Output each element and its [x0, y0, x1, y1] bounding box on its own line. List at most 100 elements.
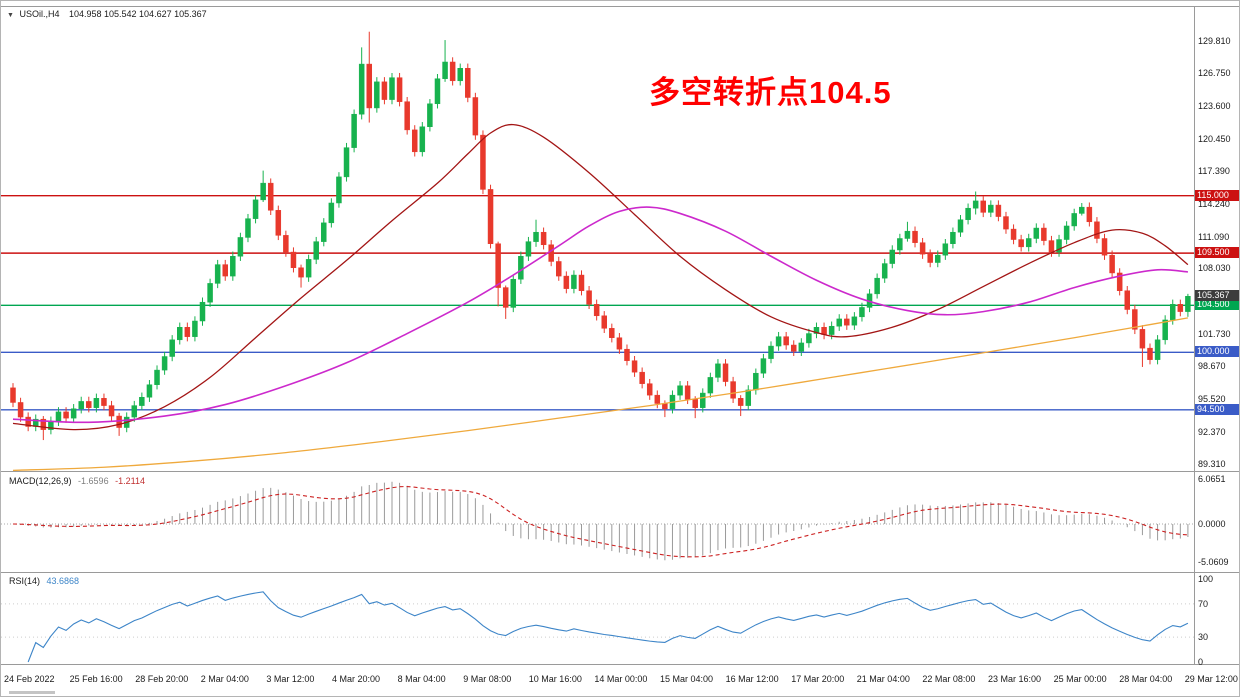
candle-body	[563, 275, 570, 289]
time-axis-label: 25 Mar 00:00	[1053, 674, 1107, 684]
candle-body	[449, 61, 456, 82]
candle-body	[904, 230, 911, 239]
candle-body	[63, 411, 69, 419]
ma-slow-orange-line	[12, 317, 1189, 472]
candle-body	[1041, 227, 1047, 241]
time-axis-label: 25 Feb 16:00	[69, 674, 123, 684]
candle-body	[25, 416, 31, 427]
candle-body	[374, 81, 380, 109]
candle-body	[275, 210, 282, 236]
candle-body	[1025, 238, 1032, 248]
candle-body	[1177, 304, 1184, 312]
candle-body	[950, 231, 956, 244]
candle-body	[404, 101, 410, 131]
time-axis-label: 23 Mar 16:00	[988, 674, 1042, 684]
candle-body	[78, 401, 84, 409]
candle-body	[700, 392, 706, 408]
annotation-text[interactable]: 多空转折点104.5	[649, 75, 892, 110]
current-price-badge: 105.367	[1195, 290, 1239, 302]
candle-body	[434, 78, 441, 105]
candle-body	[972, 200, 979, 209]
candle-body	[93, 398, 100, 408]
candle-body	[684, 385, 691, 400]
candle-body	[10, 387, 16, 403]
candle-body	[677, 385, 683, 396]
candle-body	[935, 254, 941, 263]
collapse-chart-icon[interactable]: ▼	[7, 12, 14, 19]
rsi-axis-label: 0	[1198, 657, 1204, 667]
candle-body	[745, 389, 752, 406]
candle-body	[844, 318, 850, 326]
candle-body	[131, 405, 138, 418]
price-level-badge: 100.000	[1195, 346, 1239, 358]
price-axis-label: 126.750	[1198, 67, 1231, 78]
candle-body	[321, 222, 327, 242]
candle-body	[707, 377, 714, 394]
candle-body	[737, 398, 744, 406]
price-level-badge: 109.500	[1195, 247, 1239, 259]
candle-body	[252, 199, 259, 219]
candle-body	[290, 251, 297, 268]
time-axis-label: 4 Mar 20:00	[332, 674, 381, 684]
macd-header: MACD(12,26,9) -1.6596 -1.2114	[9, 476, 149, 486]
rsi-axis-label: 30	[1198, 632, 1209, 643]
candle-body	[654, 394, 661, 404]
macd-main-value: -1.6596	[78, 476, 109, 486]
candle-body	[146, 384, 153, 398]
candle-body	[995, 204, 1002, 217]
price-axis-label: 120.450	[1198, 133, 1231, 144]
price-axis-label: 92.370	[1198, 427, 1226, 438]
candle-body	[722, 363, 729, 382]
candle-body	[646, 383, 653, 396]
candle-body	[381, 81, 388, 100]
candle-body	[283, 235, 289, 253]
candle-body	[753, 372, 759, 391]
candle-body	[154, 369, 160, 385]
candle-body	[161, 356, 168, 371]
candle-body	[768, 345, 774, 359]
candle-body	[912, 230, 918, 243]
candle-body	[525, 241, 532, 257]
candle-body	[207, 283, 213, 303]
rsi-axis-label: 70	[1198, 598, 1209, 609]
price-axis-label: 111.090	[1198, 231, 1230, 242]
candle-body	[245, 218, 251, 238]
time-axis-label: 29 Mar 12:00	[1184, 674, 1238, 684]
candle-body	[578, 274, 585, 291]
candle-body	[616, 337, 623, 350]
candle-body	[139, 396, 145, 406]
macd-signal-value: -1.2114	[115, 476, 145, 486]
candle-body	[40, 418, 47, 430]
rsi-value: 43.6868	[46, 576, 80, 586]
candle-body	[760, 358, 767, 374]
macd-title: MACD(12,26,9)	[9, 476, 72, 486]
candle-body	[298, 267, 304, 278]
candle-body	[813, 327, 820, 334]
price-axis-label: 89.310	[1198, 458, 1226, 469]
candle-body	[1048, 240, 1055, 253]
time-axis-label: 2 Mar 04:00	[200, 674, 249, 684]
candle-body	[1101, 238, 1108, 256]
candle-body	[396, 77, 403, 102]
ma-medium-magenta-line	[12, 206, 1188, 424]
candle-body	[328, 202, 335, 224]
price-axis-label: 98.670	[1198, 361, 1226, 372]
candle-body	[457, 68, 463, 82]
price-axis-label: 114.240	[1198, 198, 1230, 209]
candle-body	[1147, 347, 1153, 360]
candle-body	[790, 344, 797, 352]
candle-body	[631, 360, 638, 373]
candle-body	[502, 287, 509, 308]
candle-body	[305, 259, 312, 278]
candle-body	[411, 129, 418, 153]
candle-body	[1185, 296, 1191, 312]
h-scrollbar-thumb[interactable]	[9, 691, 55, 694]
time-axis-label: 21 Mar 04:00	[856, 674, 910, 684]
candle-body	[230, 256, 236, 277]
candle-body	[442, 61, 448, 79]
time-axis-label: 16 Mar 12:00	[725, 674, 779, 684]
candle-body	[775, 336, 782, 347]
candle-body	[624, 348, 630, 361]
price-level-badge: 115.000	[1195, 189, 1239, 201]
